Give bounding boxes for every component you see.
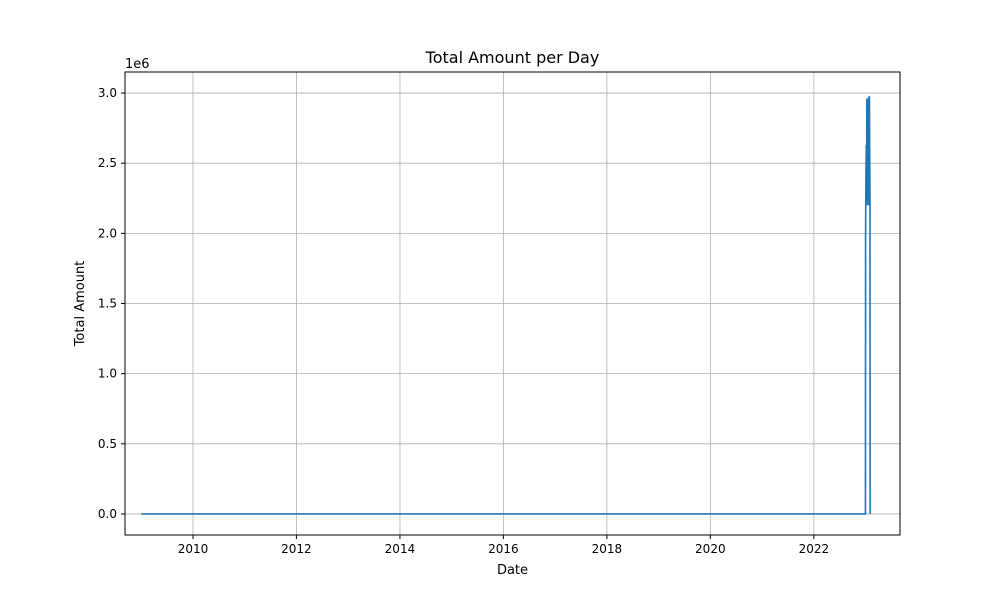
x-tick-label: 2012 — [281, 542, 312, 556]
x-tick-label: 2022 — [799, 542, 830, 556]
y-tick-label: 0.0 — [98, 507, 117, 521]
x-tick-label: 2020 — [695, 542, 726, 556]
grid-lines — [125, 72, 900, 535]
x-tick-label: 2016 — [488, 542, 519, 556]
y-tick-label: 1.5 — [98, 297, 117, 311]
x-tick-label: 2018 — [592, 542, 623, 556]
y-tick-label: 2.5 — [98, 156, 117, 170]
y-tick-label: 3.0 — [98, 86, 117, 100]
y-tick-label: 2.0 — [98, 226, 117, 240]
x-tick-label: 2014 — [385, 542, 416, 556]
x-tick-label: 2010 — [178, 542, 209, 556]
chart-title: Total Amount per Day — [425, 48, 600, 67]
y-axis-offset-label: 1e6 — [125, 57, 150, 72]
y-axis-label: Total Amount — [73, 261, 88, 348]
series-line — [141, 95, 871, 515]
y-tick-label: 0.5 — [98, 437, 117, 451]
y-tick-label: 1.0 — [98, 367, 117, 381]
x-axis-label: Date — [497, 563, 528, 578]
axis-ticks: 2010 2012 2014 2016 2018 2020 2022 0.0 0.5 1.0 1.5… — [98, 86, 829, 556]
series-lines — [141, 95, 871, 515]
